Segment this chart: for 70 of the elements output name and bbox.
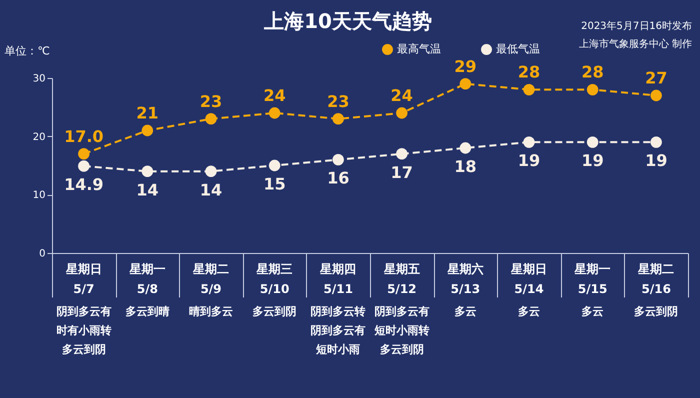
point: [78, 160, 90, 172]
data-label: 24: [390, 86, 413, 105]
data-label: 19: [645, 151, 668, 170]
text: 阴到多云有短时小雨转多云到阴: [373, 305, 430, 356]
point: [460, 142, 472, 154]
data-label: 21: [136, 104, 159, 122]
data-label: 29: [454, 56, 477, 76]
x-tick-label: 星期六 5/13: [446, 262, 484, 296]
legend-label: 最低气温: [496, 42, 540, 56]
x-tick-label: 星期四 5/11: [319, 262, 356, 296]
chart-title: 上海10天天气趋势: [263, 9, 432, 33]
text: 阴到多云有时有小雨转多云到阴: [56, 305, 112, 356]
data-label: 14: [200, 180, 222, 200]
data-label: 28: [518, 62, 540, 82]
data-label: 19: [581, 151, 604, 170]
x-tick-label: 星期一 5/15: [574, 262, 611, 296]
point: [332, 154, 344, 166]
data-label: 17.0: [64, 126, 104, 146]
data-label: 23: [327, 92, 350, 111]
point: [396, 148, 408, 160]
text: 多云: [582, 305, 604, 318]
text: 晴到多云: [189, 305, 233, 318]
y-tick-label: 0: [39, 248, 46, 260]
point: [205, 166, 217, 178]
point: [332, 113, 344, 125]
point: [586, 84, 598, 96]
data-label: 14.9: [64, 175, 104, 194]
x-tick-label: 星期五 5/12: [382, 262, 420, 296]
data-label: 17: [390, 162, 413, 182]
point: [142, 124, 154, 136]
text: 上海市气象服务中心 制作: [578, 38, 692, 50]
point: [142, 166, 154, 178]
x-tick-label: 星期二 5/9: [192, 262, 229, 296]
point: [460, 78, 472, 90]
data-label: 28: [581, 62, 604, 82]
point: [78, 148, 90, 160]
data-label: 14: [136, 180, 159, 200]
point: [650, 136, 662, 148]
data-label: 19: [518, 151, 540, 170]
point: [396, 107, 408, 119]
data-label: 24: [263, 86, 286, 105]
x-tick-label: 星期日 5/14: [510, 262, 547, 296]
text: 多云到阴: [252, 305, 297, 318]
data-label: 27: [645, 68, 668, 88]
legend-label: 最高气温: [397, 42, 441, 56]
data-label: 18: [454, 157, 477, 176]
point: [205, 113, 217, 125]
point: [586, 136, 598, 148]
y-tick-label: 20: [32, 132, 46, 143]
data-label: 23: [200, 92, 222, 111]
text: 多云: [454, 305, 476, 318]
y-axis-title: 单位：℃: [4, 44, 50, 58]
data-label: 16: [327, 168, 350, 188]
point: [650, 90, 662, 102]
text: 多云到晴: [125, 305, 170, 318]
x-tick-label: 星期日 5/7: [64, 262, 102, 296]
point: [268, 107, 280, 119]
point: [268, 160, 280, 172]
y-tick-label: 10: [32, 190, 46, 202]
y-tick-label: 30: [32, 74, 46, 84]
x-tick-label: 星期一 5/8: [128, 262, 166, 296]
text: 多云到阴: [634, 305, 678, 318]
text: 2023年5月7日16时发布: [581, 20, 692, 32]
point: [523, 136, 535, 148]
x-tick-label: 星期三 5/10: [256, 262, 293, 296]
data-label: 15: [263, 174, 286, 194]
x-tick-label: 星期二 5/16: [637, 262, 674, 296]
text: 阴到多云转阴到多云有短时小雨: [310, 305, 366, 356]
point: [523, 84, 535, 96]
text: 多云: [518, 305, 540, 318]
